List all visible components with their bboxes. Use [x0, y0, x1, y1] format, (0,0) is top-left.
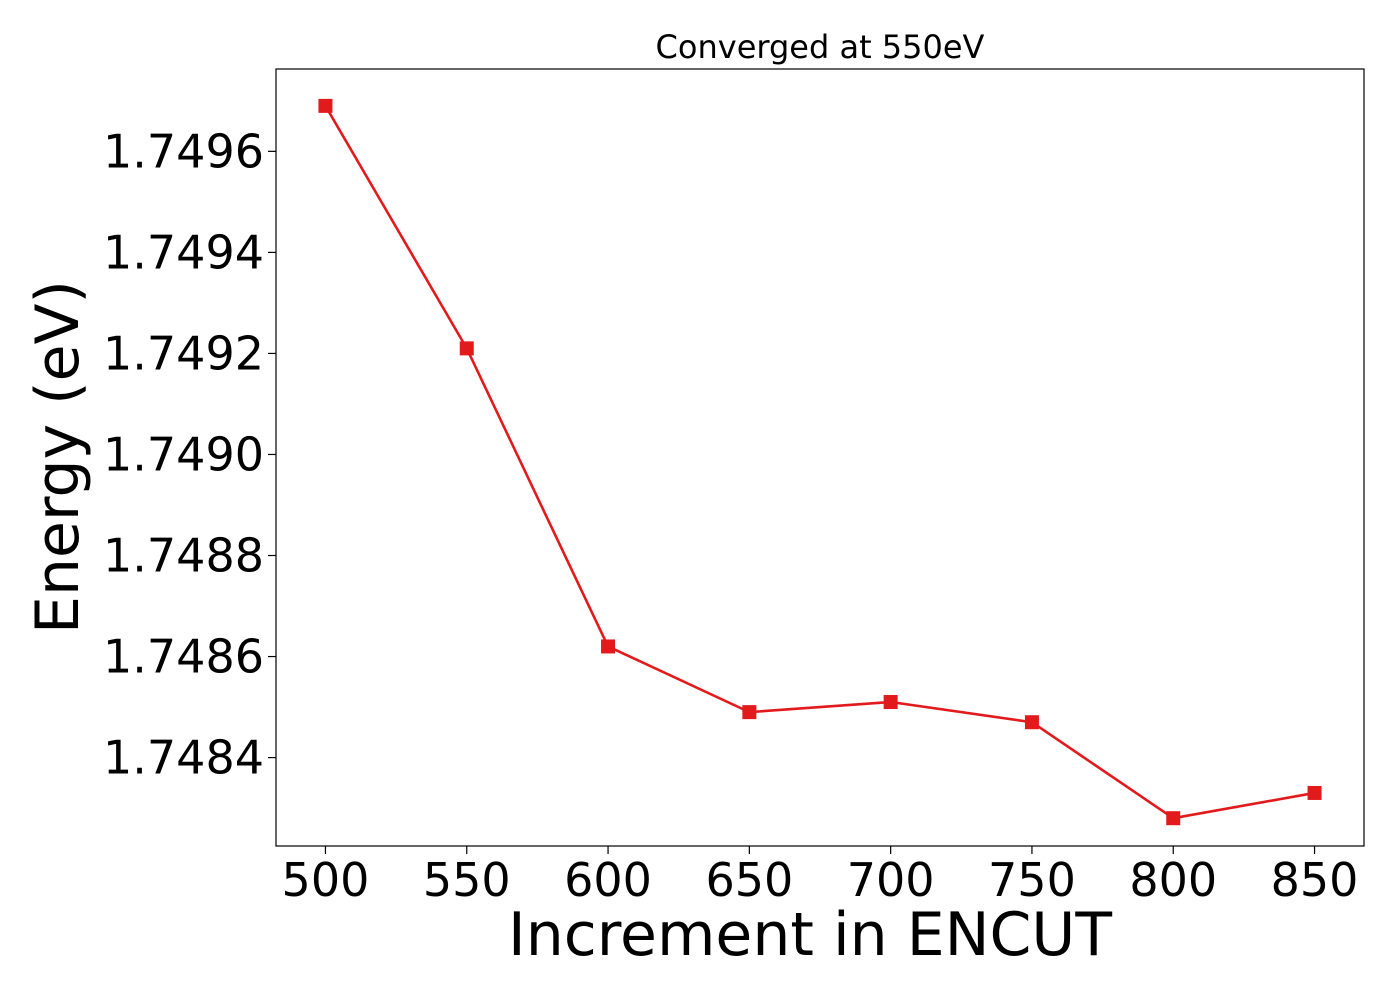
- x-axis-ticks: 500 550 600 650 700 750 800 850: [282, 846, 1359, 907]
- x-tick-label: 750: [988, 853, 1076, 907]
- x-axis-label: Increment in ENCUT: [508, 900, 1112, 970]
- y-axis-ticks: 1.7484 1.7486 1.7488 1.7490 1.7492 1.7494 1.74…: [103, 124, 276, 785]
- data-point-marker: [601, 639, 616, 654]
- x-tick-label: 650: [705, 853, 793, 907]
- x-tick-label: 700: [847, 853, 935, 907]
- x-tick-label: 600: [564, 853, 652, 907]
- plot-area-frame: [275, 68, 1365, 847]
- data-point-marker: [318, 98, 333, 113]
- data-point-marker: [883, 695, 898, 710]
- x-tick-label: 850: [1271, 853, 1359, 907]
- y-tick-label: 1.7488: [103, 529, 264, 583]
- series-line: [324, 105, 1315, 820]
- y-tick-label: 1.7494: [103, 225, 264, 279]
- data-point-marker: [742, 705, 757, 720]
- y-tick-label: 1.7486: [103, 630, 264, 684]
- x-tick-label: 550: [423, 853, 511, 907]
- data-point-marker: [459, 341, 474, 356]
- y-axis-label: Energy (eV): [23, 280, 93, 634]
- series-layer: [318, 98, 1322, 826]
- y-tick-label: 1.7492: [103, 326, 264, 380]
- data-point-marker: [1166, 811, 1181, 826]
- data-point-marker: [1307, 785, 1322, 800]
- x-tick-label: 800: [1129, 853, 1217, 907]
- y-tick-label: 1.7496: [103, 124, 264, 178]
- chart-title: Converged at 550eV: [656, 28, 985, 66]
- y-tick-label: 1.7484: [103, 731, 264, 785]
- y-tick-label: 1.7490: [103, 427, 264, 481]
- data-point-marker: [1024, 715, 1039, 730]
- x-tick-label: 500: [282, 853, 370, 907]
